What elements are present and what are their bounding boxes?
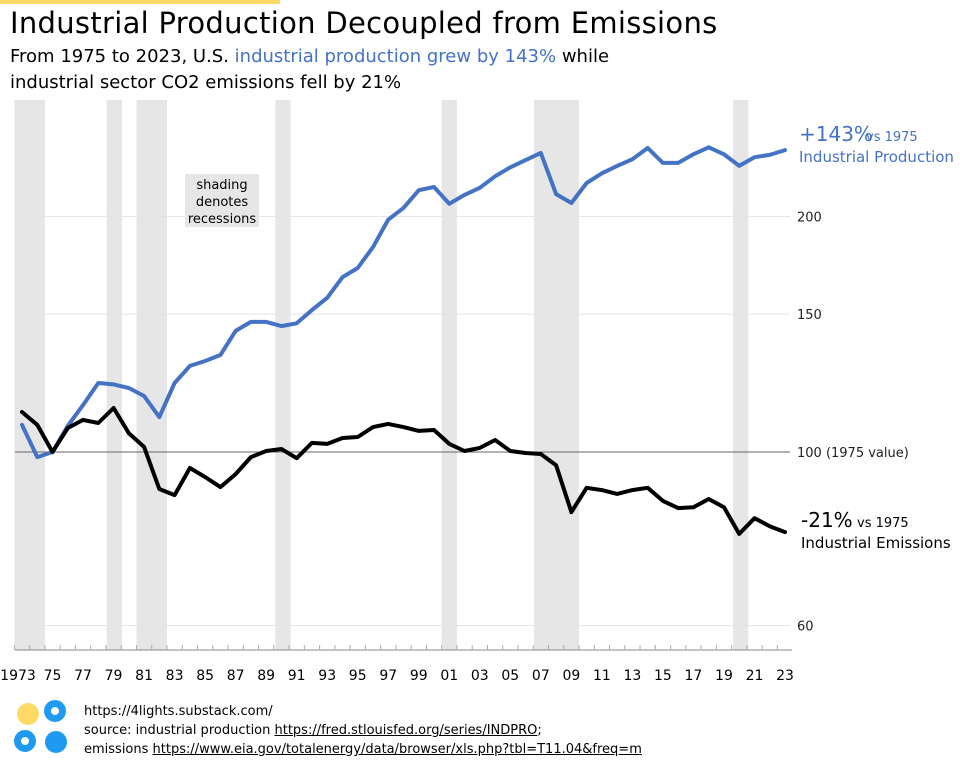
emissions-series-label: Industrial Emissions [801, 534, 951, 552]
y-tick-label: 60 [797, 620, 814, 635]
subtitle-part1: From 1975 to 2023, U.S. [10, 46, 235, 67]
emissions-vs-label: vs 1975 [857, 516, 909, 531]
x-tick-label: 19 [715, 668, 733, 684]
x-tick-label: 09 [562, 668, 580, 684]
x-tick-label: 97 [379, 668, 397, 684]
x-tick-label: 07 [532, 668, 550, 684]
chart-title: Industrial Production Decoupled from Emi… [10, 6, 718, 40]
y-tick-label: 200 [797, 210, 822, 225]
shading-note-box [185, 174, 259, 227]
emissions-change-label: -21% [801, 508, 853, 532]
shading-note-text: denotes [196, 195, 249, 210]
x-tick-label: 21 [746, 668, 764, 684]
x-tick-label: 23 [776, 668, 794, 684]
chart-subtitle-line2: industrial sector CO2 emissions fell by … [10, 72, 402, 93]
subtitle-highlight: industrial production grew by 143% [234, 46, 557, 67]
logo-ring-2 [14, 730, 36, 752]
x-tick-label: 1973 [0, 668, 36, 684]
x-tick-label: 77 [74, 668, 92, 684]
x-tick-label: 87 [227, 668, 245, 684]
x-tick-label: 79 [105, 668, 123, 684]
logo-dot-yellow [17, 703, 39, 725]
logo [14, 700, 70, 756]
logo-dot-blue [45, 731, 67, 753]
source-link-fred[interactable]: https://fred.stlouisfed.org/series/INDPR… [274, 723, 538, 738]
source-prefix: source: industrial production [84, 723, 275, 738]
recession-band [441, 100, 457, 650]
logo-ring-1 [44, 700, 66, 722]
source-sep: ; [537, 723, 542, 738]
x-tick-label: 91 [288, 668, 306, 684]
emissions-prefix: emissions [84, 742, 153, 757]
recession-band [533, 100, 579, 650]
chart-subtitle: From 1975 to 2023, U.S. industrial produ… [10, 46, 609, 67]
production-vs-label: vs 1975 [866, 130, 918, 145]
x-tick-label: 11 [593, 668, 611, 684]
x-tick-label: 03 [471, 668, 489, 684]
accent-bar [0, 0, 280, 4]
chart-area: 60 100 (1975 value) 150 200 1973 75 77 79 81 83 85… [0, 100, 954, 684]
x-tick-label: 85 [196, 668, 214, 684]
recession-band [275, 100, 291, 650]
x-tick-label: 99 [410, 668, 428, 684]
x-tick-label: 89 [257, 668, 275, 684]
x-tick-label: 13 [623, 668, 641, 684]
production-series-label: Industrial Production [799, 148, 954, 166]
recession-band [14, 100, 45, 650]
x-tick-label: 93 [318, 668, 336, 684]
recession-band [136, 100, 167, 650]
y-tick-label: 100 (1975 value) [797, 446, 909, 461]
subtitle-part2: while [556, 46, 610, 67]
site-link[interactable]: https://4lights.substack.com/ [84, 704, 273, 719]
x-tick-label: 75 [44, 668, 62, 684]
footer: https://4lights.substack.com/ source: in… [84, 702, 642, 759]
x-tick-label: 81 [135, 668, 153, 684]
x-tick-label: 95 [349, 668, 367, 684]
x-tick-label: 01 [440, 668, 458, 684]
source-link-eia[interactable]: https://www.eia.gov/totalenergy/data/bro… [152, 742, 642, 757]
shading-note-text: shading [196, 178, 247, 193]
x-tick-label: 05 [501, 668, 519, 684]
recession-band [106, 100, 122, 650]
shading-note-text: recessions [188, 212, 257, 227]
x-tick-label: 15 [654, 668, 672, 684]
y-tick-label: 150 [797, 308, 822, 323]
x-tick-label: 17 [685, 668, 703, 684]
production-change-label: +143% [799, 122, 873, 146]
recession-band [733, 100, 749, 650]
x-tick-label: 83 [166, 668, 184, 684]
